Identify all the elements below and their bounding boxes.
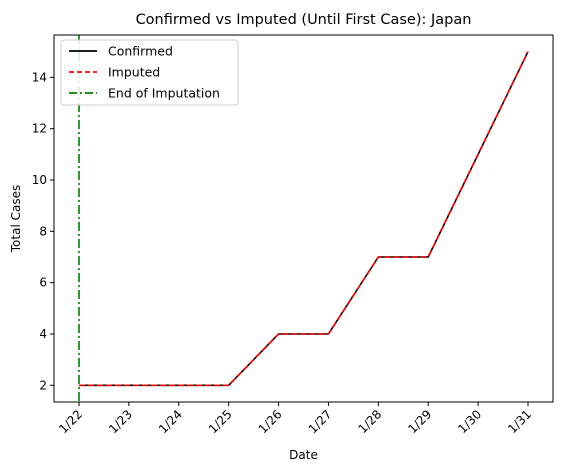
plot-area — [53, 34, 554, 403]
legend-label-imputed: Imputed — [108, 65, 160, 80]
x-tick-label: 1/25 — [206, 407, 235, 436]
axes-frame — [53, 34, 554, 403]
y-axis-label: Total Cases — [9, 185, 23, 253]
y-tick-label: 10 — [32, 173, 47, 187]
x-tick-label: 1/30 — [455, 407, 484, 436]
y-tick-label: 12 — [32, 122, 47, 136]
x-tick-label: 1/26 — [256, 407, 285, 436]
legend-label-confirmed: Confirmed — [108, 44, 173, 59]
x-tick-label: 1/29 — [405, 407, 434, 436]
x-tick-label: 1/27 — [306, 407, 335, 436]
legend-box — [60, 39, 239, 106]
x-axis: 1/22 1/23 1/24 1/25 1/26 1/27 1/28 1/29 1/30 1/31 — [56, 402, 534, 436]
x-tick-label: 1/24 — [156, 407, 185, 436]
series-line-imputed — [79, 51, 529, 387]
chart-title: Confirmed vs Imputed (Until First Case):… — [136, 12, 472, 28]
y-tick-label: 14 — [32, 70, 47, 84]
y-axis: 2 4 6 8 10 12 14 — [32, 70, 54, 392]
x-axis-label: Date — [289, 448, 318, 462]
x-tick-label: 1/22 — [56, 407, 85, 436]
x-tick-label: 1/31 — [505, 407, 534, 436]
legend-label-end-of-imputation: End of Imputation — [108, 86, 220, 101]
y-tick-label: 6 — [39, 276, 47, 290]
y-tick-label: 4 — [39, 327, 47, 341]
x-tick-label: 1/28 — [355, 407, 384, 436]
y-tick-label: 2 — [39, 378, 47, 392]
y-tick-label: 8 — [39, 224, 47, 238]
x-tick-label: 1/23 — [106, 407, 135, 436]
legend: Confirmed Imputed End of Imputation — [60, 39, 239, 106]
